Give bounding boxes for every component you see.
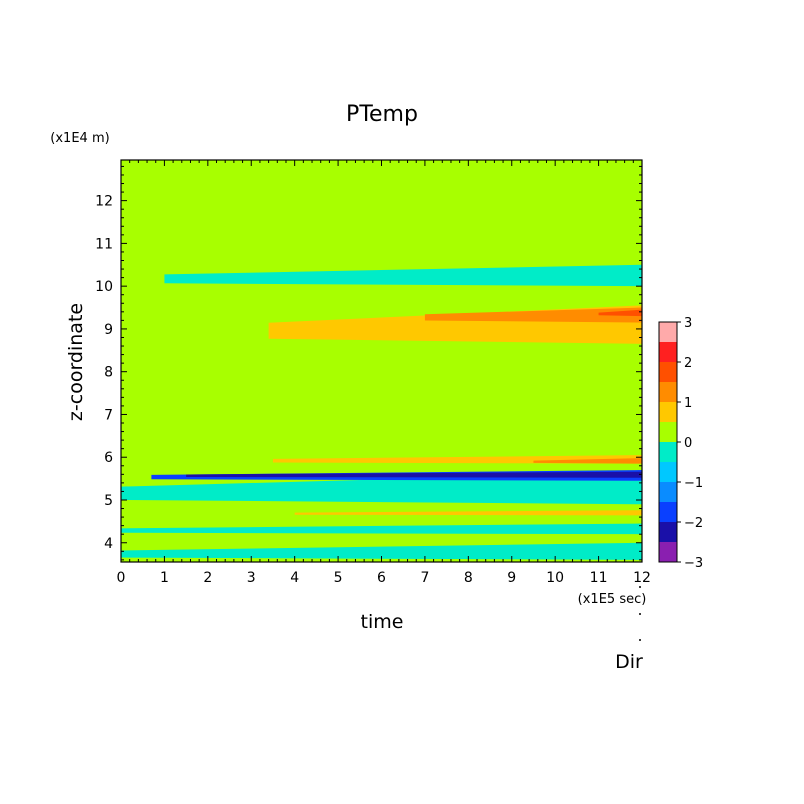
colorbar-tick-label: 3 <box>684 316 692 331</box>
y-tick-label: 9 <box>104 322 113 338</box>
y-axis-title: z-coordinate <box>65 303 87 421</box>
contour-band-mid-warm-core <box>533 458 642 464</box>
colorbar-swatch <box>659 382 677 402</box>
y-axis: 4 5 6 7 8 9 10 11 12 <box>95 165 642 561</box>
contour-band-bottom-negative-band <box>121 542 642 560</box>
x-tick-label: 9 <box>507 570 516 586</box>
contour-band-lower-warm-band <box>294 510 642 516</box>
colorbar-tick-label: −3 <box>684 556 703 571</box>
x-tick-label: 4 <box>290 570 299 586</box>
x-tick-label: 0 <box>117 570 126 586</box>
colorbar-swatch <box>659 482 677 502</box>
x-tick-label: 7 <box>420 570 429 586</box>
colorbar-swatch <box>659 322 677 342</box>
y-tick-label: 7 <box>104 407 113 423</box>
x-tick-label: 12 <box>633 570 651 586</box>
colorbar-swatch <box>659 442 677 462</box>
colorbar-swatch <box>659 542 677 562</box>
colorbar-swatch <box>659 402 677 422</box>
x-axis: 0 1 2 3 4 5 6 7 8 9 10 11 12 <box>117 160 651 586</box>
colorbar-swatch <box>659 462 677 482</box>
contour-bands <box>121 264 642 560</box>
contour-band-lower-negative-band <box>121 523 642 535</box>
colorbar-swatch <box>659 502 677 522</box>
x-tick-label: 10 <box>546 570 564 586</box>
colorbar-tick-label: 2 <box>684 356 692 371</box>
colorbar-tick-label: −1 <box>684 476 703 491</box>
x-axis-title: time <box>361 611 404 633</box>
colorbar-tick-label: 0 <box>684 436 692 451</box>
footer-marks <box>639 586 641 641</box>
y-tick-label: 5 <box>104 493 113 509</box>
colorbar-swatch <box>659 342 677 362</box>
contour-band-upper-negative-band <box>164 264 642 287</box>
contour-band-upper-warm-peak <box>598 309 642 317</box>
contour-band-cold-minimum <box>186 471 642 478</box>
y-tick-label: 6 <box>104 450 113 466</box>
contour-band-upper-warm-core <box>424 307 642 323</box>
x-tick-label: 11 <box>590 570 608 586</box>
y-tick-label: 4 <box>104 536 113 552</box>
x-tick-label: 1 <box>160 570 169 586</box>
footer-dir-label: Dir <box>615 651 643 673</box>
y-axis-unit: (x1E4 m) <box>50 131 109 146</box>
chart-title: PTemp <box>346 102 418 127</box>
colorbar-swatch <box>659 422 677 442</box>
colorbar-swatch <box>659 522 677 542</box>
colorbar: 3 2 1 0 −1 −2 −3 <box>658 316 703 571</box>
colorbar-tick-label: −2 <box>684 516 703 531</box>
y-tick-label: 10 <box>95 279 113 295</box>
x-axis-unit: (x1E5 sec) <box>578 592 647 607</box>
contour-plot-area <box>120 159 643 563</box>
x-tick-label: 2 <box>203 570 212 586</box>
colorbar-tick-label: 1 <box>684 396 692 411</box>
x-tick-label: 8 <box>464 570 473 586</box>
x-tick-label: 3 <box>247 570 256 586</box>
y-tick-label: 11 <box>95 236 113 252</box>
y-tick-label: 8 <box>104 365 113 381</box>
y-tick-label: 12 <box>95 194 113 210</box>
colorbar-swatch <box>659 362 677 382</box>
x-tick-label: 5 <box>334 570 343 586</box>
x-tick-label: 6 <box>377 570 386 586</box>
